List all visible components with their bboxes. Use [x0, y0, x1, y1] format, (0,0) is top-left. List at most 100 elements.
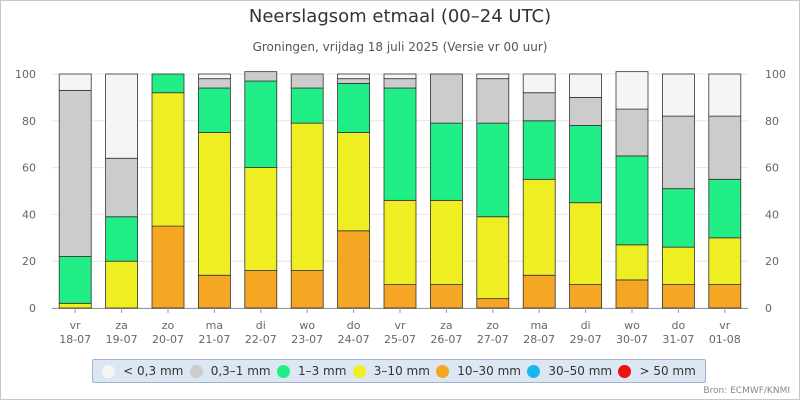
x-tick-label-date: 22-07 — [245, 333, 277, 346]
bar-segment — [569, 284, 602, 309]
legend-label: 30–50 mm — [548, 364, 613, 378]
chart-title: Neerslagsom etmaal (00–24 UTC) — [248, 6, 552, 27]
x-tick-label-day: za — [440, 319, 453, 332]
chart-legend: < 0,3 mm 0,3–1 mm 1–3 mm 3–10 mm 10–30 mm 30–… — [92, 359, 706, 383]
x-tick-label-day: di — [256, 319, 266, 332]
bar-segment — [151, 225, 185, 309]
legend-swatch — [527, 364, 541, 378]
legend-item[interactable]: 1–3 mm — [276, 364, 347, 378]
legend-item[interactable]: > 50 mm — [618, 364, 696, 378]
bar-segment — [522, 92, 556, 122]
y-tick-label-right: 0 — [765, 302, 772, 315]
bar-segment — [105, 216, 138, 262]
bar-segment — [105, 73, 138, 159]
bar-segment — [662, 246, 695, 286]
x-tick-label-day: do — [672, 319, 686, 332]
bar-segment — [290, 87, 324, 124]
bar-segment — [197, 78, 231, 89]
legend-label: 3–10 mm — [373, 364, 430, 378]
y-tick-label-right: 80 — [765, 115, 779, 128]
bar-segment — [615, 108, 649, 157]
bar-segment — [337, 73, 371, 80]
bar-segment — [569, 97, 602, 126]
bar-segment — [476, 216, 510, 300]
x-tick-label-day: za — [115, 319, 128, 332]
bar-segment — [337, 78, 371, 84]
x-tick-label-day: di — [581, 319, 591, 332]
legend-swatch — [102, 364, 116, 378]
x-tick-label-day: do — [347, 319, 361, 332]
bar-segment — [662, 188, 695, 248]
y-tick-label-left: 40 — [22, 208, 36, 221]
bar-segment — [383, 87, 417, 201]
bar-segment — [58, 302, 92, 309]
bar-segment — [476, 122, 510, 218]
bar-segment — [569, 202, 602, 285]
source-credit: Bron: ECMWF/KNMI — [703, 386, 790, 396]
bar-segment — [708, 284, 742, 309]
x-tick-label-date: 24-07 — [338, 333, 370, 346]
legend-swatch — [618, 364, 632, 378]
bar-segment — [151, 73, 185, 94]
x-tick-label-date: 20-07 — [152, 333, 184, 346]
legend-label: < 0,3 mm — [123, 364, 184, 378]
legend-item[interactable]: 10–30 mm — [436, 364, 521, 378]
x-tick-label-day: ma — [530, 319, 547, 332]
x-tick-label-day: wo — [299, 319, 315, 332]
bar-segment — [662, 115, 695, 190]
bar-segment — [337, 82, 371, 133]
bar-segment — [290, 270, 324, 309]
legend-swatch — [352, 364, 366, 378]
legend-swatch — [189, 364, 203, 378]
x-tick-label-day: vr — [719, 319, 731, 332]
bar-segment — [383, 199, 417, 285]
x-tick-label-date: 25-07 — [384, 333, 416, 346]
bar-segment — [58, 256, 92, 304]
bar-segment — [105, 157, 138, 218]
bar-segment — [569, 125, 602, 204]
bar-segment — [662, 284, 695, 309]
legend-label: 10–30 mm — [457, 364, 521, 378]
legend-item[interactable]: 0,3–1 mm — [189, 364, 271, 378]
bar-segment — [429, 73, 463, 124]
x-tick-label-day: wo — [624, 319, 640, 332]
y-tick-label-left: 0 — [29, 302, 36, 315]
x-tick-label-date: 19-07 — [106, 333, 138, 346]
bar-segment — [58, 73, 92, 91]
legend-label: 0,3–1 mm — [210, 364, 271, 378]
legend-item[interactable]: 30–50 mm — [527, 364, 612, 378]
bar-segment — [429, 122, 463, 201]
x-tick-label-date: 28-07 — [523, 333, 555, 346]
bar-segment — [615, 244, 649, 281]
x-tick-label-date: 30-07 — [616, 333, 648, 346]
legend-item[interactable]: < 0,3 mm — [102, 364, 183, 378]
bar-segment — [522, 73, 556, 94]
x-tick-label-date: 29-07 — [570, 333, 602, 346]
bar-segment — [244, 71, 278, 82]
bar-segment — [476, 78, 510, 124]
bar-segment — [522, 178, 556, 276]
bar-segment — [522, 274, 556, 309]
bar-segment — [476, 298, 510, 309]
bar-segment — [197, 87, 231, 133]
bar-segment — [105, 260, 138, 309]
legend-item[interactable]: 3–10 mm — [352, 364, 430, 378]
bar-segment — [337, 230, 371, 309]
y-tick-label-left: 60 — [22, 162, 36, 175]
y-tick-label-left: 80 — [22, 115, 36, 128]
bar-segment — [244, 270, 278, 309]
bar-segment — [615, 279, 649, 309]
bar-segment — [569, 73, 602, 98]
bar-segment — [244, 80, 278, 168]
bar-segment — [197, 274, 231, 309]
legend-label: 1–3 mm — [297, 364, 347, 378]
x-tick-label-day: zo — [487, 319, 500, 332]
x-tick-label-day: ma — [206, 319, 223, 332]
bar-segment — [197, 132, 231, 276]
x-tick-label-date: 18-07 — [59, 333, 91, 346]
x-tick-label-date: 21-07 — [198, 333, 230, 346]
bar-segment — [337, 132, 371, 232]
bar-segment — [429, 199, 463, 285]
chart-subtitle: Groningen, vrijdag 18 juli 2025 (Versie … — [252, 40, 548, 54]
bar-segment — [708, 237, 742, 286]
